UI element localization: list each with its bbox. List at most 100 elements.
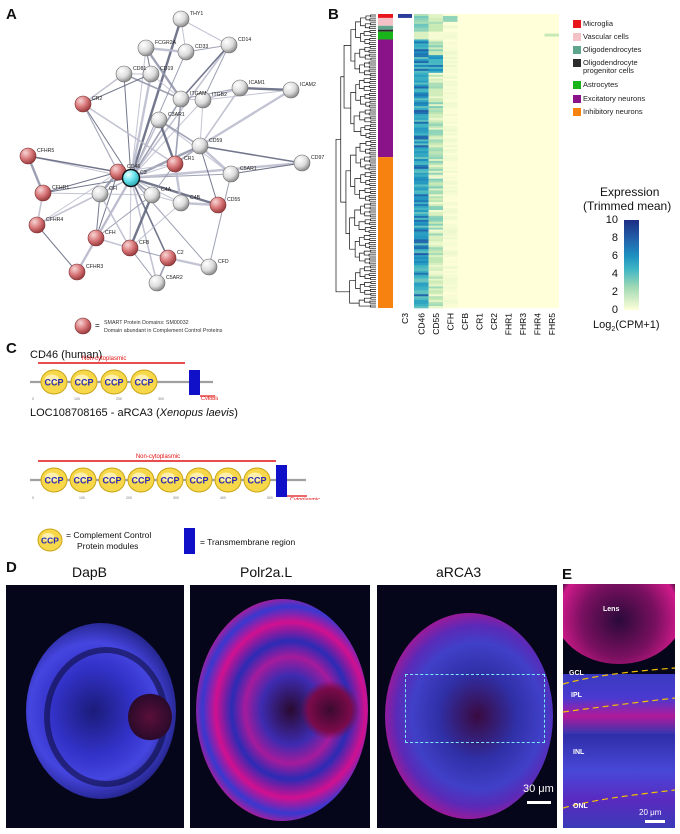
heatmap-cell-cd55	[428, 80, 443, 83]
heatmap-cell-cfh	[443, 57, 458, 60]
heatmap-cell-cd55	[428, 239, 443, 242]
dendrogram-branch	[369, 147, 376, 151]
network-edge	[130, 161, 303, 180]
heatmap-cell-cfh	[443, 208, 458, 211]
heatmap-cell-cd46	[414, 270, 429, 274]
network-edge	[239, 86, 292, 92]
heatmap-cell-cd46	[414, 227, 429, 230]
dendrogram-branch	[360, 127, 366, 136]
dendrogram-branch	[359, 111, 366, 121]
node-c3	[121, 168, 141, 188]
heatmap-cell-cd55	[428, 186, 443, 189]
heatmap-cell-cd46	[414, 68, 429, 72]
heatmap-cell-cd55	[428, 164, 443, 168]
dendrogram-branch	[368, 42, 376, 45]
scale-bar-e	[645, 820, 665, 823]
dendrogram-branch	[370, 296, 376, 300]
dendrogram-branch	[365, 148, 370, 154]
heatmap-cell-cd55	[428, 282, 443, 285]
heatmap-cell-cd55	[428, 33, 443, 36]
node-label-fcgr2a: FCGR2A	[155, 40, 177, 46]
heatmap-cell-cd46	[414, 302, 429, 305]
heatmap-cell-cd55	[428, 302, 443, 305]
heatmap-cell-cfh	[443, 264, 458, 268]
heatmap-cell-cfh	[443, 55, 458, 58]
heatmap-cell-cd55	[428, 63, 443, 66]
heatmap-cell-cd55	[428, 106, 443, 109]
heatmap-cell-cfh	[443, 147, 458, 150]
heatmap-cell-cd46	[414, 284, 429, 287]
node-label-cfhr3: CFHR3	[86, 264, 103, 270]
heatmap-cell-cd55	[428, 88, 443, 91]
heatmap-cell-cd46	[414, 80, 429, 83]
heatmap-cell-cd55	[428, 296, 443, 299]
heatmap-cell-cd55	[428, 25, 443, 29]
network-edge	[129, 177, 132, 249]
colorbar-unit-main: Log	[593, 319, 612, 331]
layer-ipl: IPL	[571, 692, 582, 699]
heatmap-cell-cd55	[428, 31, 443, 34]
network-edge	[199, 145, 219, 206]
heatmap-cell-cfh	[443, 243, 458, 246]
heatmap-cell-cd55	[428, 113, 443, 117]
dendrogram-branch	[364, 290, 371, 295]
node-label-cd33: CD33	[195, 44, 208, 50]
node-label-cd81: CD81	[133, 66, 146, 72]
heatmap-cell-cd46	[414, 108, 429, 111]
dendrogram-branch	[368, 136, 376, 139]
heatmap-cell-cd55	[428, 84, 443, 87]
heatmap-cell-cfh	[443, 123, 458, 127]
heatmap-cell-cd46	[414, 249, 429, 252]
ccp-legend-line2: Protein modules	[77, 541, 139, 551]
annotation-microglia	[378, 14, 393, 18]
dendrogram-branch	[358, 221, 366, 230]
heatmap-cell-cd55	[428, 102, 443, 105]
heatmap-cell-cfh	[443, 180, 458, 183]
heatmap-cell-cd46	[414, 170, 429, 174]
heatmap-cell-cd55	[428, 161, 443, 164]
heatmap-cell-cd55	[428, 143, 443, 146]
heatmap-cell-cd55	[428, 137, 443, 140]
dendrogram-branch	[369, 245, 376, 249]
heatmap-cell-cfh	[443, 139, 458, 142]
heatmap-cell-cd55	[428, 227, 443, 230]
heatmap-cell-cfh	[443, 306, 458, 309]
network-edge	[130, 177, 169, 259]
network-edge	[199, 87, 241, 147]
heatmap-cell-cd46	[414, 129, 429, 132]
heatmap-cell-cd55	[428, 168, 443, 172]
dendrogram-branch	[370, 269, 376, 273]
dendrogram-branch	[370, 57, 376, 61]
dendrogram-branch	[363, 235, 370, 240]
cd46-title: CD46 (human)	[30, 349, 103, 361]
heatmap-cell-cfh	[443, 251, 458, 254]
heatmap-cell-cfh	[443, 141, 458, 144]
network-edge	[145, 47, 182, 100]
scale-bar-d	[527, 801, 551, 804]
heatmap-cell-cfh	[443, 245, 458, 248]
heatmap-cell-cd46	[414, 78, 429, 81]
heatmap-cell-cd55	[428, 145, 443, 148]
heatmap-cell-cd46	[414, 49, 429, 52]
heatmap-cell-cd55	[428, 231, 443, 234]
dendrogram-branch	[369, 38, 376, 41]
dendrogram-branch	[368, 273, 376, 277]
heatmap-cell-cd46	[414, 23, 429, 27]
heatmap-cell-cd55	[428, 260, 443, 264]
node-label-cfi: CFI	[109, 186, 117, 192]
heatmap-cell-cfh	[443, 19, 458, 23]
heatmap-cell-cfh	[443, 45, 458, 48]
heatmap-cell-cd46	[414, 119, 429, 123]
heatmap-cell-cfh	[443, 302, 458, 305]
heatmap-cell-cd55	[428, 237, 443, 240]
ccp-label: CCP	[189, 476, 208, 486]
network-edge	[42, 192, 101, 195]
heatmap-cell-cd46	[414, 194, 429, 197]
heatmap-cell-cd55	[428, 172, 443, 176]
node-cd81	[115, 65, 133, 83]
heatmap-cell-cd46	[414, 188, 429, 191]
legend-label: Inhibitory neurons	[583, 107, 643, 116]
heatmap-cell-cfh	[443, 98, 458, 101]
dendrogram-branch	[369, 214, 376, 218]
heatmap-cell-cd46	[414, 155, 429, 158]
